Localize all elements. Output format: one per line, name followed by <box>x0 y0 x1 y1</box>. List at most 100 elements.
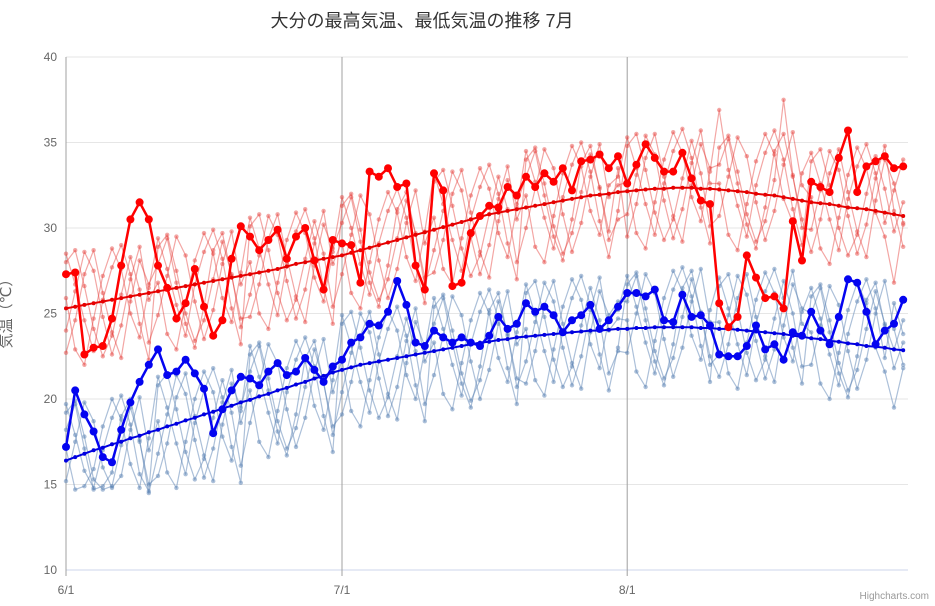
data-point-marker[interactable] <box>211 415 216 420</box>
data-point-marker[interactable] <box>301 354 310 362</box>
data-point-marker[interactable] <box>514 335 519 340</box>
data-point-marker[interactable] <box>347 241 356 250</box>
data-point-marker[interactable] <box>496 191 501 196</box>
data-point-marker[interactable] <box>431 340 437 345</box>
data-point-marker[interactable] <box>901 157 906 162</box>
data-point-marker[interactable] <box>781 323 786 328</box>
data-point-marker[interactable] <box>137 485 142 491</box>
data-point-marker[interactable] <box>174 268 179 273</box>
data-point-marker[interactable] <box>100 314 106 320</box>
data-point-marker[interactable] <box>82 468 87 473</box>
data-point-marker[interactable] <box>100 445 105 450</box>
data-point-marker[interactable] <box>459 220 464 224</box>
data-point-marker[interactable] <box>634 273 639 279</box>
data-point-marker[interactable] <box>413 319 418 325</box>
data-point-marker[interactable] <box>726 232 731 237</box>
data-point-marker[interactable] <box>661 336 667 342</box>
data-point-marker[interactable] <box>312 338 317 344</box>
data-point-marker[interactable] <box>625 318 630 323</box>
data-point-marker[interactable] <box>680 314 685 320</box>
data-point-marker[interactable] <box>441 167 446 173</box>
data-point-marker[interactable] <box>119 443 124 448</box>
data-point-marker[interactable] <box>82 272 87 277</box>
data-point-marker[interactable] <box>330 321 335 326</box>
data-point-marker[interactable] <box>717 107 722 113</box>
data-point-marker[interactable] <box>192 396 197 402</box>
data-point-marker[interactable] <box>349 232 354 237</box>
data-point-marker[interactable] <box>560 195 565 200</box>
data-point-marker[interactable] <box>174 395 179 400</box>
data-point-marker[interactable] <box>864 222 869 227</box>
data-point-marker[interactable] <box>660 167 668 176</box>
data-point-marker[interactable] <box>890 319 898 328</box>
data-point-marker[interactable] <box>292 367 300 376</box>
data-point-marker[interactable] <box>855 206 860 211</box>
data-point-marker[interactable] <box>183 371 188 376</box>
data-point-marker[interactable] <box>891 229 897 234</box>
data-point-marker[interactable] <box>477 378 483 383</box>
data-point-marker[interactable] <box>266 213 271 219</box>
data-point-marker[interactable] <box>487 287 492 292</box>
data-point-marker[interactable] <box>192 345 197 350</box>
data-point-marker[interactable] <box>772 193 777 198</box>
data-point-marker[interactable] <box>505 241 510 246</box>
data-point-marker[interactable] <box>91 326 96 332</box>
data-point-marker[interactable] <box>155 451 161 456</box>
data-point-marker[interactable] <box>109 330 115 335</box>
data-point-marker[interactable] <box>385 391 391 397</box>
data-point-marker[interactable] <box>441 295 446 301</box>
data-point-marker[interactable] <box>742 251 751 260</box>
data-point-marker[interactable] <box>588 174 593 179</box>
data-point-marker[interactable] <box>384 164 392 173</box>
data-point-marker[interactable] <box>569 162 575 167</box>
data-point-marker[interactable] <box>404 372 409 378</box>
data-point-marker[interactable] <box>558 328 567 337</box>
data-point-marker[interactable] <box>696 196 705 205</box>
data-point-marker[interactable] <box>735 248 740 253</box>
data-point-marker[interactable] <box>339 321 345 326</box>
data-point-marker[interactable] <box>523 193 529 198</box>
data-point-marker[interactable] <box>146 489 151 494</box>
data-point-marker[interactable] <box>799 364 805 369</box>
data-point-marker[interactable] <box>551 347 556 352</box>
data-point-marker[interactable] <box>238 420 243 426</box>
data-point-marker[interactable] <box>818 282 823 287</box>
data-point-marker[interactable] <box>303 335 308 340</box>
data-point-marker[interactable] <box>238 316 243 321</box>
data-point-marker[interactable] <box>753 239 759 244</box>
data-point-marker[interactable] <box>358 239 363 244</box>
data-point-marker[interactable] <box>763 330 768 335</box>
series-max-past-3[interactable] <box>63 130 906 367</box>
data-point-marker[interactable] <box>542 202 547 207</box>
data-point-marker[interactable] <box>73 347 78 352</box>
data-point-marker[interactable] <box>560 321 565 326</box>
data-point-marker[interactable] <box>109 415 115 420</box>
data-point-marker[interactable] <box>643 133 648 138</box>
data-point-marker[interactable] <box>772 379 777 385</box>
data-point-marker[interactable] <box>671 217 676 222</box>
data-point-marker[interactable] <box>522 172 530 181</box>
data-point-marker[interactable] <box>275 290 280 296</box>
data-point-marker[interactable] <box>284 318 289 323</box>
data-point-marker[interactable] <box>183 418 188 423</box>
data-point-marker[interactable] <box>339 220 345 226</box>
data-point-marker[interactable] <box>485 201 494 210</box>
data-point-marker[interactable] <box>321 208 326 214</box>
data-point-marker[interactable] <box>643 167 648 173</box>
data-point-marker[interactable] <box>293 425 299 431</box>
data-point-marker[interactable] <box>431 270 437 275</box>
data-point-marker[interactable] <box>836 350 841 355</box>
data-point-marker[interactable] <box>836 167 841 173</box>
data-point-marker[interactable] <box>763 270 768 275</box>
data-point-marker[interactable] <box>560 212 565 217</box>
data-point-marker[interactable] <box>64 458 68 463</box>
data-point-marker[interactable] <box>586 300 595 309</box>
data-point-marker[interactable] <box>770 340 779 349</box>
data-point-marker[interactable] <box>211 227 216 232</box>
data-point-marker[interactable] <box>468 405 473 410</box>
data-point-marker[interactable] <box>891 326 897 332</box>
data-point-marker[interactable] <box>82 400 87 405</box>
data-point-marker[interactable] <box>671 213 676 219</box>
series-min-current-line[interactable] <box>64 278 905 464</box>
data-point-marker[interactable] <box>542 314 547 320</box>
